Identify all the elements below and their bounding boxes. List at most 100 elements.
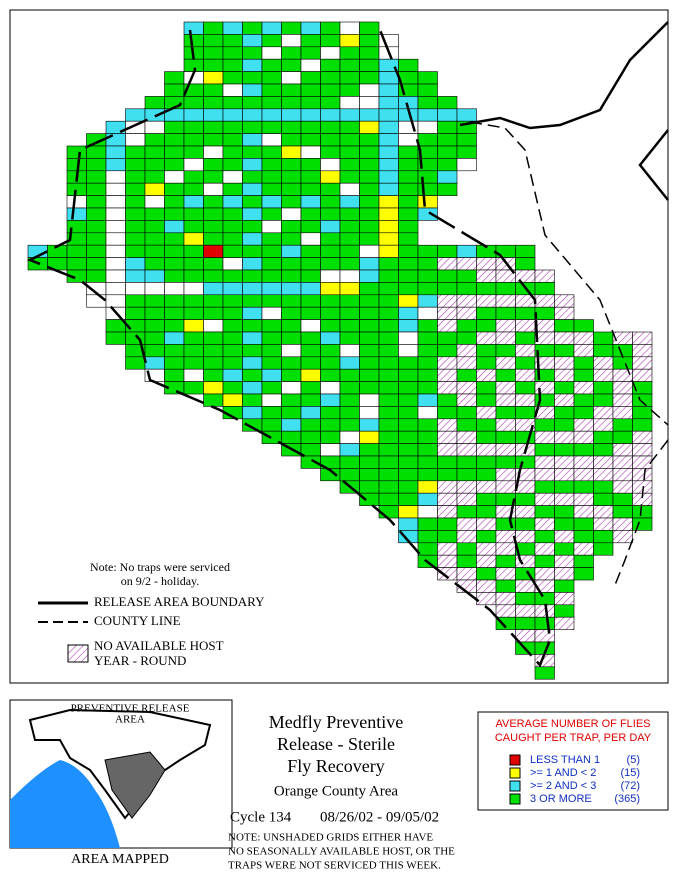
grid-cell [417, 120, 438, 134]
grid-cell [125, 182, 146, 196]
grid-cell [281, 331, 302, 345]
grid-cell [515, 430, 536, 444]
grid-cell [437, 294, 458, 308]
grid-cell [339, 133, 360, 147]
grid-cell [593, 492, 614, 506]
grid-cell [261, 207, 282, 221]
grid-cell [437, 282, 458, 296]
grid-cell [300, 46, 321, 60]
grid-cell [242, 356, 263, 370]
grid-cell [300, 158, 321, 172]
grid-cell [203, 306, 224, 320]
grid-cell [125, 244, 146, 258]
grid-cell [222, 232, 243, 246]
grid-cell [300, 443, 321, 457]
grid-cell [339, 406, 360, 420]
grid-cell [573, 393, 594, 407]
grid-cell [320, 120, 341, 134]
grid-cell [378, 96, 399, 110]
grid-cell [417, 244, 438, 258]
grid-cell [612, 381, 633, 395]
grid-cell [554, 604, 575, 618]
grid-cell [612, 530, 633, 544]
grid-cell [456, 530, 477, 544]
grid-cell [242, 406, 263, 420]
grid-cell [593, 530, 614, 544]
grid-cell [242, 71, 263, 85]
grid-cell [398, 393, 419, 407]
grid-cell [164, 158, 185, 172]
grid-cell [495, 319, 516, 333]
grid-cell [125, 331, 146, 345]
grid-cell [378, 418, 399, 432]
grid-cell [534, 616, 555, 630]
grid-cell [515, 592, 536, 606]
grid-cell [300, 356, 321, 370]
grid-cell [105, 232, 126, 246]
grid-cell [144, 257, 165, 271]
grid-cell [554, 306, 575, 320]
grid-cell [437, 145, 458, 159]
grid-cell [378, 393, 399, 407]
grid-cell [398, 517, 419, 531]
grid-cell [359, 21, 380, 35]
grid-cell [144, 306, 165, 320]
grid-cell [573, 443, 594, 457]
grid-cell [515, 492, 536, 506]
grid-cell [417, 96, 438, 110]
grid-cell [300, 220, 321, 234]
grid-cell [105, 220, 126, 234]
grid-cell [261, 368, 282, 382]
grid-cell [437, 120, 458, 134]
grid-cell [261, 406, 282, 420]
grid-cell [612, 368, 633, 382]
grid-cell [476, 319, 497, 333]
grid-cell [554, 406, 575, 420]
grid-cell [437, 406, 458, 420]
grid-cell [281, 133, 302, 147]
grid-cell [456, 554, 477, 568]
grid-cell [281, 83, 302, 97]
grid-cell [164, 294, 185, 308]
grid-cell [183, 207, 204, 221]
grid-cell [359, 331, 380, 345]
legend-swatch [509, 780, 521, 792]
grid-cell [554, 368, 575, 382]
grid-cell [86, 207, 107, 221]
grid-cell [242, 282, 263, 296]
grid-cell [573, 418, 594, 432]
grid-cell [632, 368, 653, 382]
grid-cell [300, 83, 321, 97]
grid-cell [300, 21, 321, 35]
grid-cell [495, 331, 516, 345]
grid-cell [203, 257, 224, 271]
grid-cell [164, 207, 185, 221]
grid-cell [534, 567, 555, 581]
grid-cell [242, 182, 263, 196]
grid-cell [281, 319, 302, 333]
grid-cell [86, 220, 107, 234]
grid-cell [320, 319, 341, 333]
grid-cell [261, 182, 282, 196]
grid-cell [320, 21, 341, 35]
grid-cell [456, 257, 477, 271]
legend-swatch [509, 793, 521, 805]
grid-cell [515, 356, 536, 370]
grid-cell [515, 616, 536, 630]
grid-cell [203, 34, 224, 48]
grid-cell [222, 282, 243, 296]
grid-cell [437, 505, 458, 519]
grid-cell [573, 331, 594, 345]
grid-cell [534, 554, 555, 568]
grid-cell [222, 133, 243, 147]
grid-cell [125, 108, 146, 122]
grid-cell [242, 331, 263, 345]
footnote: TRAPS WERE NOT SERVICED THIS WEEK. [228, 860, 441, 872]
grid-cell [203, 319, 224, 333]
grid-cell [359, 418, 380, 432]
grid-cell [105, 207, 126, 221]
grid-cell [164, 170, 185, 184]
grid-cell [281, 46, 302, 60]
grid-cell [456, 133, 477, 147]
grid-cell [339, 34, 360, 48]
